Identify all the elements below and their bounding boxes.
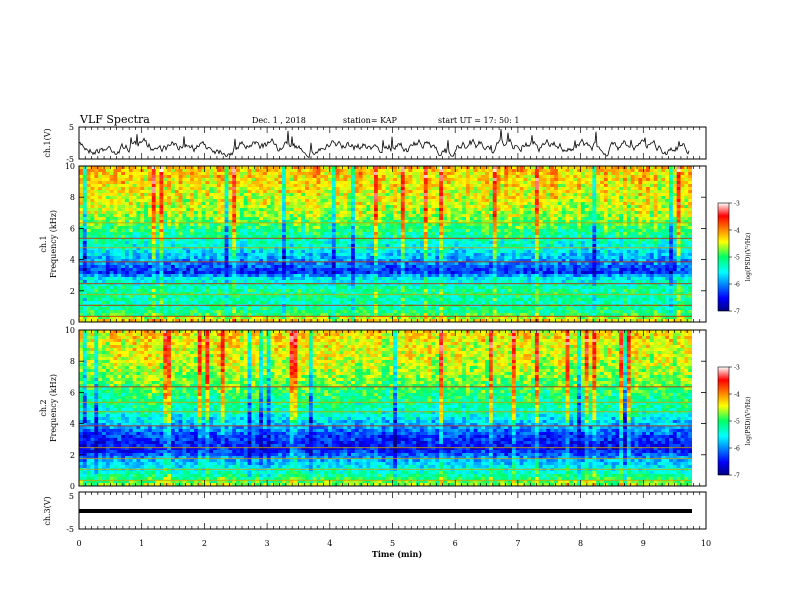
- ch1-ylabel: ch.1(V): [43, 128, 52, 157]
- ch2-spec-ylabel-frequency: Frequency (kHz): [49, 374, 58, 442]
- ch2-spec-ylabel-channel: ch.2: [39, 399, 48, 416]
- time-axis-label: Time (min): [372, 549, 422, 559]
- ytick-label: 4: [70, 256, 75, 265]
- figure-title: VLF Spectra: [79, 113, 150, 126]
- ch1-spec-ylabel-channel: ch.1: [39, 235, 48, 252]
- header-start-time: start UT = 17: 50: 1: [438, 116, 519, 125]
- ytick-label: 4: [70, 420, 75, 429]
- figure: VLF Spectra Dec. 1 , 2018 station= KAP s…: [0, 0, 792, 612]
- ch3-waveform-panel: 5 -5 ch.3(V): [43, 492, 706, 534]
- xtick-label: 2: [202, 539, 207, 548]
- ch2-colorbar: -3 -4 -5 -6 -7 log(PSD)(V²/Hz): [718, 365, 752, 480]
- ytick-label: 8: [70, 357, 75, 366]
- colorbar-tick-label: -6: [734, 446, 740, 453]
- colorbar-tick-label: -5: [734, 255, 740, 262]
- ch1-ytick-top: 5: [69, 123, 74, 132]
- xtick-label: 3: [265, 539, 270, 548]
- ch2-spectrogram-panel: 0 2 4 6 8 10 ch.2 Frequency (kHz): [39, 326, 706, 491]
- header-station: station= KAP: [343, 116, 398, 125]
- colorbar-tick-label: -4: [734, 392, 740, 399]
- ch3-ylabel: ch.3(V): [43, 496, 52, 525]
- xtick-label: 7: [515, 539, 520, 548]
- ch2-colorbar-label: log(PSD)(V²/Hz): [745, 397, 752, 446]
- ch1-colorbar-label: log(PSD)(V²/Hz): [745, 233, 752, 282]
- xtick-label: 1: [139, 539, 144, 548]
- ytick-label: 10: [65, 162, 75, 171]
- colorbar-tick-label: -3: [734, 365, 740, 372]
- ytick-label: 10: [65, 326, 75, 335]
- ch3-waveform-line: [79, 509, 692, 513]
- ch1-colorbar-ticks: -3 -4 -5 -6 -7: [729, 201, 740, 316]
- colorbar-tick-label: -5: [734, 419, 740, 426]
- xtick-label: 8: [578, 539, 583, 548]
- ytick-label: 2: [70, 287, 75, 296]
- colorbar-tick-label: -7: [734, 309, 740, 316]
- colorbar-tick-label: -4: [734, 228, 740, 235]
- ch3-ytick-bottom: -5: [66, 525, 74, 534]
- xtick-label: 5: [390, 539, 395, 548]
- ytick-label: 0: [70, 482, 75, 491]
- time-axis-tick-labels: 0 1 2 3 4 5 6 7 8 9 10: [76, 539, 711, 548]
- header-date: Dec. 1 , 2018: [252, 116, 306, 125]
- colorbar-tick-label: -3: [734, 201, 740, 208]
- ch3-ytick-top: 5: [69, 492, 74, 501]
- ch2-colorbar-ticks: -3 -4 -5 -6 -7: [729, 365, 740, 480]
- ch1-colorbar: -3 -4 -5 -6 -7 log(PSD)(V²/Hz): [718, 201, 752, 316]
- ytick-label: 6: [70, 388, 75, 397]
- ytick-label: 8: [70, 193, 75, 202]
- xtick-label: 0: [76, 539, 81, 548]
- xtick-label: 4: [327, 539, 332, 548]
- ch1-spec-ylabel-frequency: Frequency (kHz): [49, 210, 58, 278]
- xtick-label: 10: [701, 539, 711, 548]
- xtick-label: 6: [453, 539, 458, 548]
- colorbar-tick-label: -6: [734, 282, 740, 289]
- ytick-label: 2: [70, 451, 75, 460]
- ch2-spectrogram-image: [79, 330, 706, 486]
- xtick-label: 9: [641, 539, 646, 548]
- colorbar-tick-label: -7: [734, 473, 740, 480]
- ch1-spectrogram-image: [79, 166, 706, 322]
- ch1-waveform-panel: 5 -5 ch.1(V): [43, 123, 706, 164]
- ytick-label: 6: [70, 224, 75, 233]
